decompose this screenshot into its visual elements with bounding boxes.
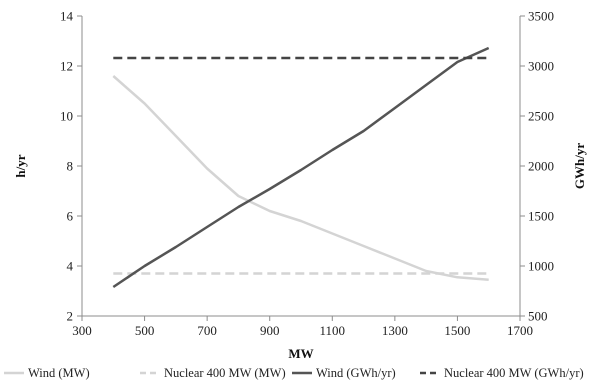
y-left-tick-label: 10 bbox=[60, 109, 73, 124]
y-left-tick-label: 6 bbox=[67, 209, 74, 224]
y-right-tick-label: 500 bbox=[528, 309, 548, 324]
x-tick-label: 900 bbox=[260, 323, 280, 338]
x-tick-label: 700 bbox=[197, 323, 217, 338]
x-tick-label: 500 bbox=[135, 323, 155, 338]
x-tick-label: 300 bbox=[72, 323, 92, 338]
x-tick-label: 1100 bbox=[320, 323, 346, 338]
y-axis-right-title: GWh/yr bbox=[572, 143, 587, 189]
series-line-3 bbox=[112, 46, 490, 289]
legend-label: Wind (GWh/yr) bbox=[316, 366, 396, 380]
y-right-tick-label: 3500 bbox=[528, 9, 554, 24]
y-right-tick-label: 2000 bbox=[528, 159, 554, 174]
y-right-tick-label: 2500 bbox=[528, 109, 554, 124]
legend-label: Wind (MW) bbox=[28, 366, 90, 380]
x-tick-label: 1500 bbox=[444, 323, 470, 338]
y-right-tick-label: 1000 bbox=[528, 259, 554, 274]
series-layer bbox=[112, 46, 490, 289]
y-left-tick-label: 2 bbox=[67, 309, 74, 324]
x-tick-label: 1300 bbox=[382, 323, 408, 338]
legend-label: Nuclear 400 MW (MW) bbox=[164, 366, 286, 380]
series-line-1 bbox=[112, 75, 489, 282]
y-right-tick-label: 1500 bbox=[528, 209, 554, 224]
y-right-tick-label: 3000 bbox=[528, 59, 554, 74]
y-left-tick-label: 14 bbox=[60, 9, 74, 24]
x-axis-title: MW bbox=[288, 346, 313, 361]
plot-area: 300 500 700 900 1100 1300 1500 1700 2468101214 … bbox=[60, 9, 554, 339]
y-left-ticks: 2 4 6 8 10 12 14 bbox=[60, 9, 82, 324]
x-ticks: 300 500 700 900 1100 1300 1500 1700 bbox=[72, 316, 533, 338]
y-axis-left-title: h/yr bbox=[13, 154, 28, 177]
y-left-tick-label: 4 bbox=[67, 259, 74, 274]
legend-label: Nuclear 400 MW (GWh/yr) bbox=[444, 366, 584, 380]
y-left-tick-label: 12 bbox=[60, 59, 73, 74]
x-tick-label: 1700 bbox=[507, 323, 533, 338]
legend: Wind (MW) Nuclear 400 MW (MW) Wind (GWh/yr… bbox=[4, 366, 584, 380]
y-left-tick-label: 8 bbox=[67, 159, 74, 174]
y-right-ticks: 500 1000 1500 2000 2500 3000 3500 bbox=[520, 9, 554, 324]
